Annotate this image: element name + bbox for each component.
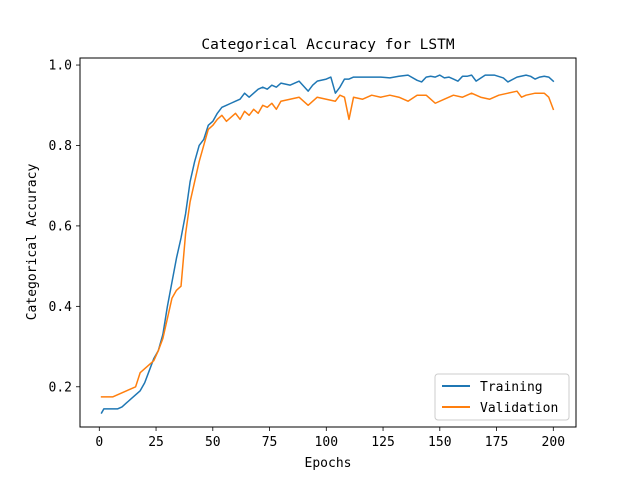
- legend-training-label: Training: [480, 380, 543, 395]
- series-layer: [100, 74, 555, 414]
- x-tick-label: 200: [542, 435, 565, 450]
- y-tick-label: 0.4: [49, 300, 73, 315]
- series-line-training: [100, 74, 555, 414]
- x-tick-label: 125: [371, 435, 394, 450]
- y-tick-label: 0.8: [49, 139, 72, 154]
- x-tick-label: 0: [95, 435, 103, 450]
- y-tick-label: 0.2: [49, 380, 72, 395]
- x-tick-label: 75: [262, 435, 278, 450]
- y-axis-ticks: 0.2 0.4 0.6 0.8 1.0: [49, 59, 80, 395]
- plot-frame: [79, 57, 577, 428]
- x-tick-label: 25: [148, 435, 164, 450]
- y-tick-label: 0.6: [49, 219, 72, 234]
- x-axis-label: Epochs: [305, 456, 352, 471]
- x-tick-label: 150: [428, 435, 451, 450]
- legend-validation-label: Validation: [480, 401, 558, 416]
- x-axis-ticks: 0 25 50 75 100 125 150 175 200: [95, 427, 565, 450]
- series-line-validation: [100, 90, 555, 398]
- chart-title: Categorical Accuracy for LSTM: [201, 37, 454, 53]
- x-tick-label: 100: [315, 435, 338, 450]
- y-tick-label: 1.0: [49, 59, 72, 74]
- legend: Training Validation: [434, 373, 570, 421]
- x-tick-label: 175: [485, 435, 508, 450]
- y-axis-label: Categorical Accuracy: [25, 164, 40, 321]
- x-tick-label: 50: [205, 435, 221, 450]
